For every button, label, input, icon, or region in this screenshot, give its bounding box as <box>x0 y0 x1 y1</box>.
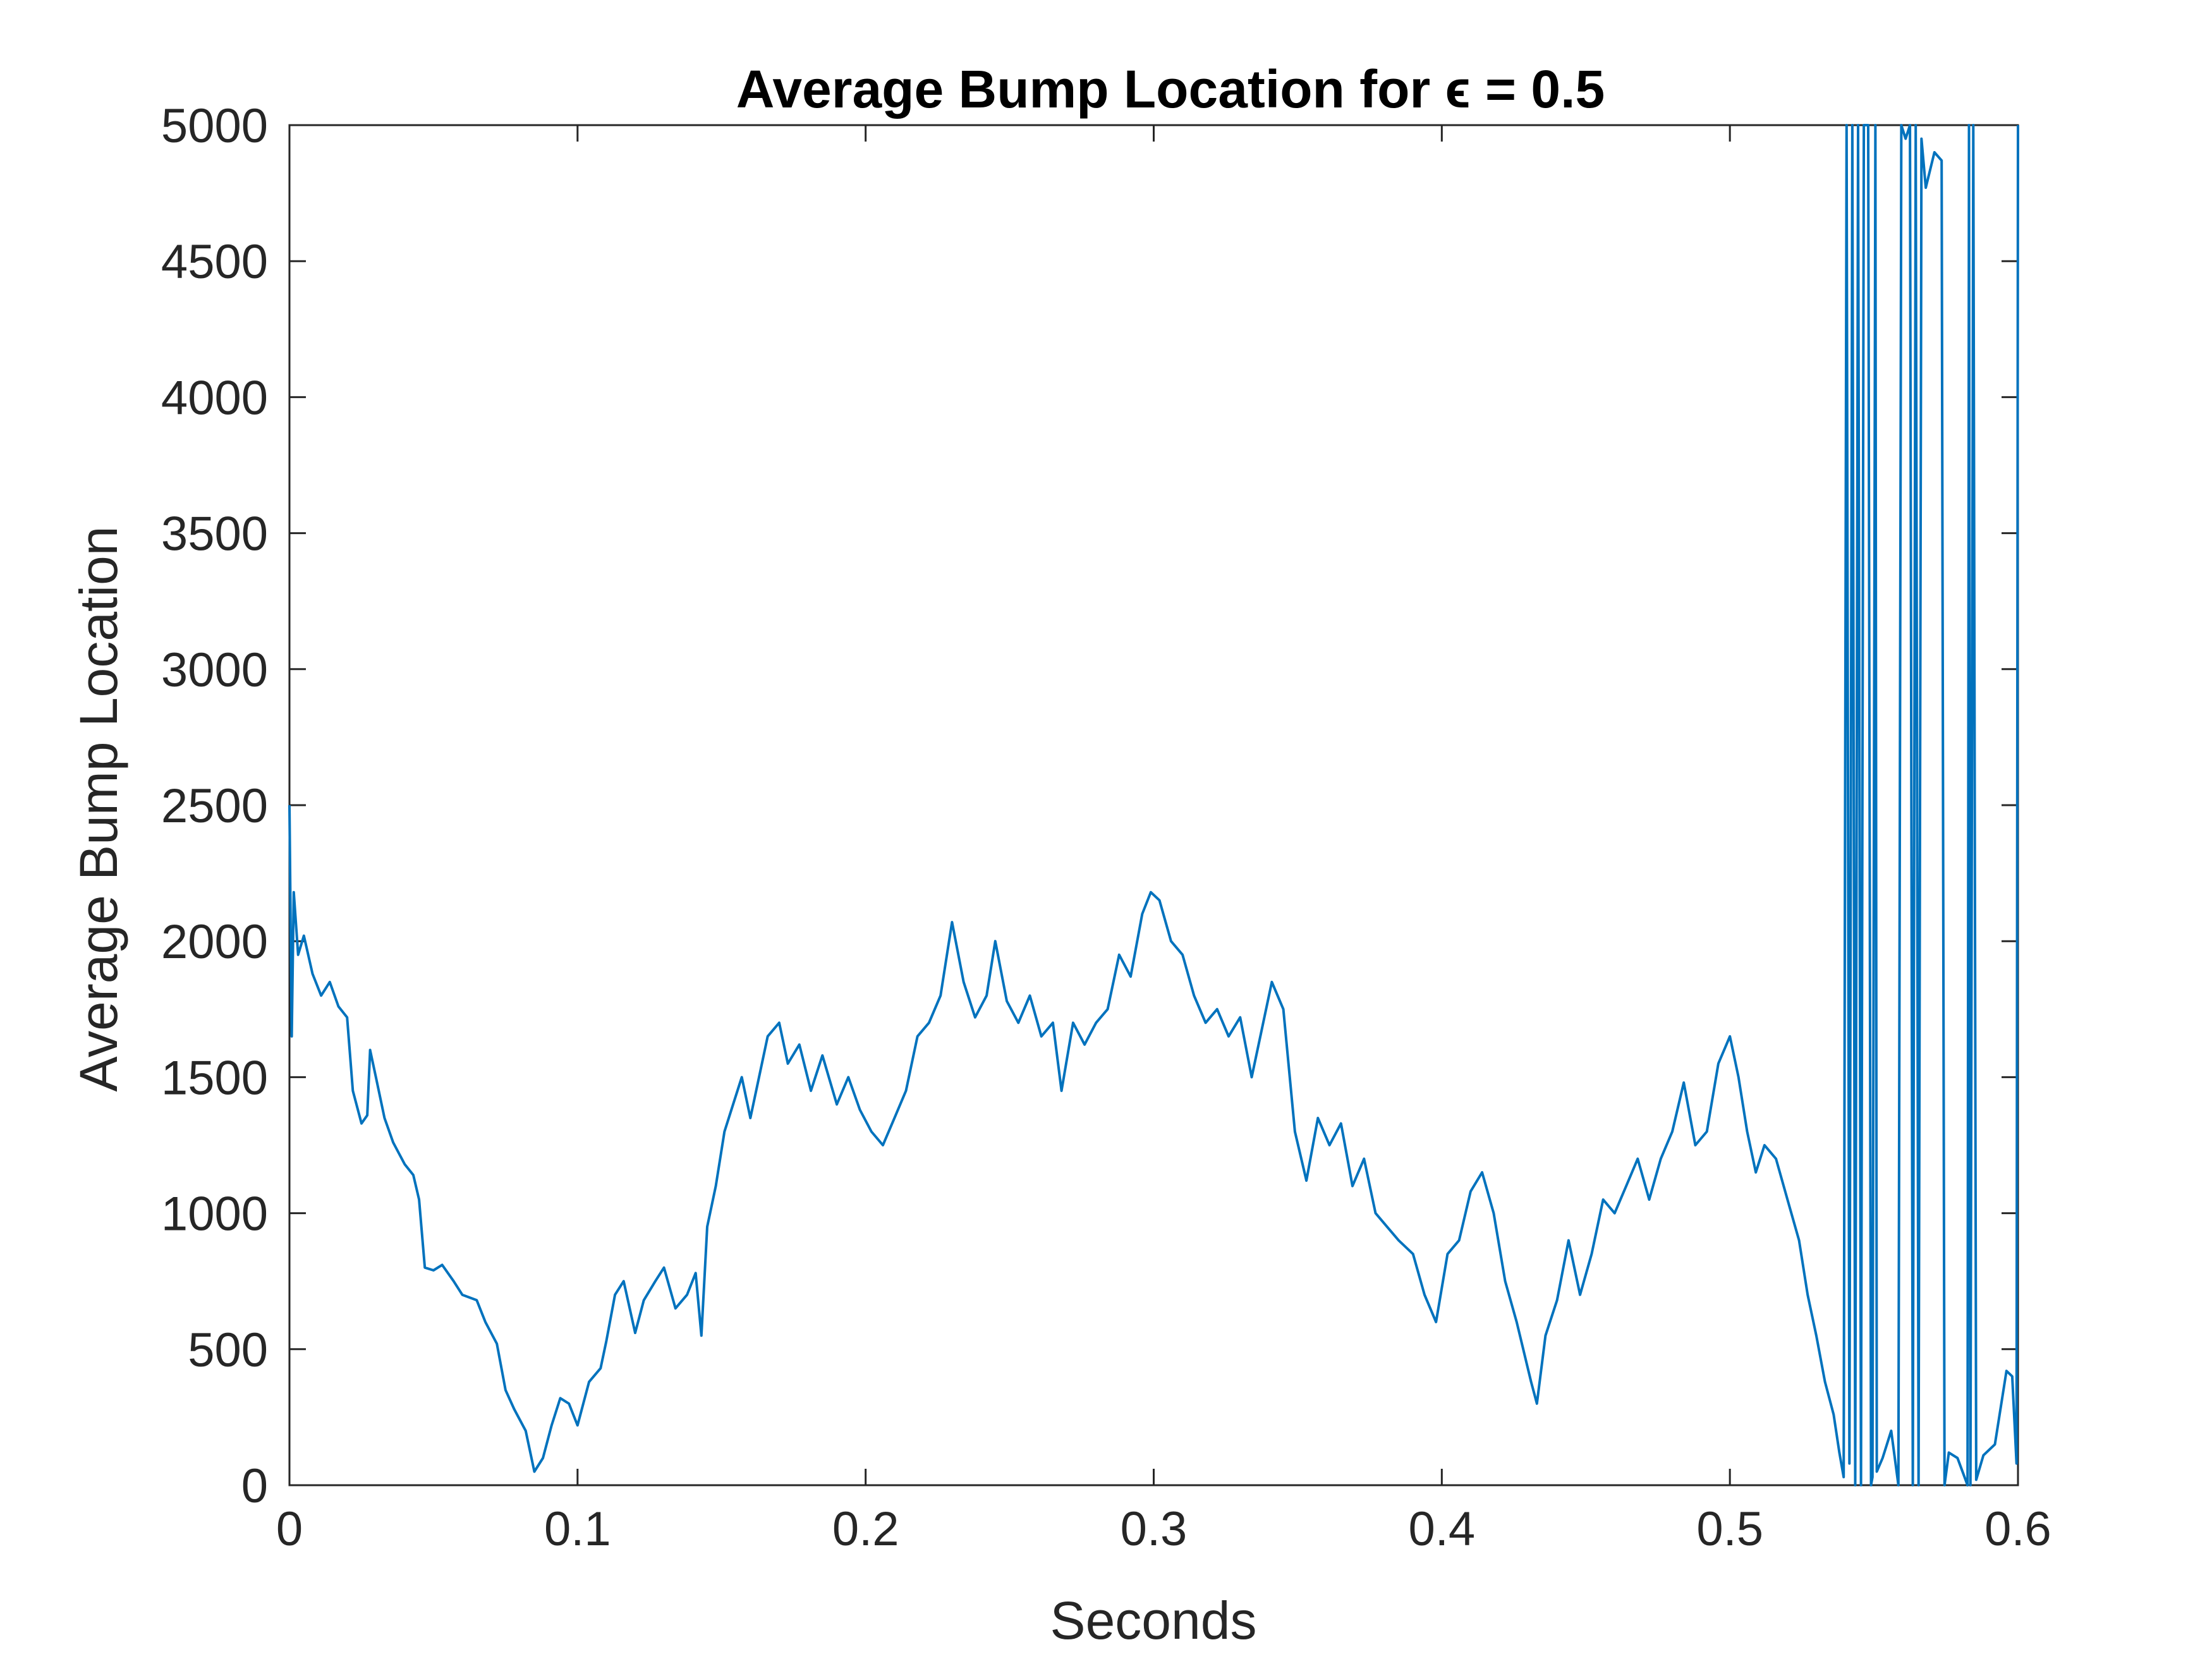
y-axis-label: Average Bump Location <box>69 526 128 1091</box>
y-tick-label: 5000 <box>161 99 268 153</box>
x-tick-label: 0.5 <box>1696 1502 1763 1556</box>
y-tick-label: 3000 <box>161 643 268 697</box>
y-tick-label: 1500 <box>161 1051 268 1105</box>
y-axis: 0 500 1000 1500 2000 2500 3000 3500 4000 4500 5000 <box>161 99 2018 1513</box>
plot-area: 0 0.1 0.2 0.3 0.4 0.5 0.6 0 500 1000 1500 2000 2500… <box>161 99 2051 1556</box>
series-group <box>288 124 2019 1486</box>
x-tick-label: 0.3 <box>1121 1502 1188 1556</box>
x-axis-label: Seconds <box>1050 1591 1257 1650</box>
x-tick-label: 0 <box>276 1502 303 1556</box>
x-axis: 0 0.1 0.2 0.3 0.4 0.5 0.6 <box>276 125 2051 1556</box>
x-tick-label: 0.6 <box>1984 1502 2051 1556</box>
series-line <box>288 124 2019 1486</box>
x-tick-label: 0.1 <box>544 1502 611 1556</box>
y-tick-label: 1000 <box>161 1188 268 1241</box>
y-tick-label: 3500 <box>161 507 268 561</box>
chart-title: Average Bump Location for ϵ = 0.5 <box>736 59 1605 119</box>
y-tick-label: 0 <box>241 1459 268 1513</box>
y-tick-label: 4500 <box>161 235 268 289</box>
y-tick-label: 4000 <box>161 371 268 425</box>
y-tick-label: 2000 <box>161 915 268 969</box>
y-tick-label: 500 <box>188 1323 268 1377</box>
x-tick-label: 0.2 <box>832 1502 899 1556</box>
y-tick-label: 2500 <box>161 779 268 833</box>
x-tick-label: 0.4 <box>1409 1502 1476 1556</box>
